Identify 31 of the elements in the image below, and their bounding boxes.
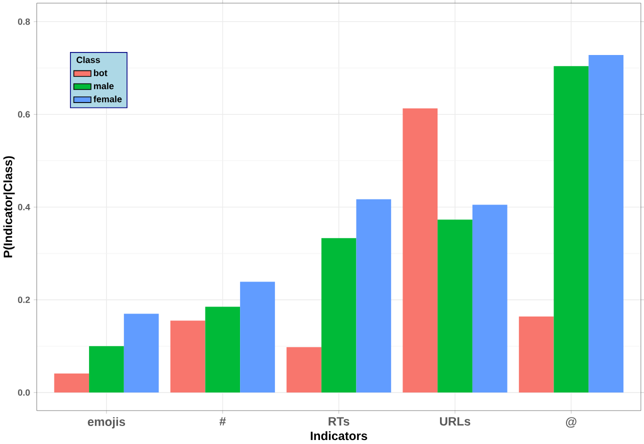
x-tick-label: emojis — [88, 417, 126, 429]
y-tick-label: 0.8 — [18, 18, 30, 26]
bar — [240, 282, 275, 393]
x-tick-label: RTs — [328, 417, 350, 426]
y-tick-label: 0.6 — [18, 111, 30, 118]
bar — [54, 374, 90, 393]
bar — [89, 346, 124, 393]
legend-label: bot — [94, 70, 108, 76]
bar — [518, 316, 554, 393]
x-axis-title: Indicators — [310, 432, 368, 440]
bar — [170, 320, 206, 393]
x-tick-label: @ — [566, 417, 576, 428]
y-tick-label: 0.4 — [18, 204, 30, 211]
bar — [356, 199, 392, 393]
bar — [472, 205, 508, 393]
y-tick-label: 0.2 — [18, 296, 30, 304]
bar — [321, 238, 356, 393]
y-tick-label: 0.0 — [18, 390, 30, 396]
bar — [588, 55, 624, 393]
legend-title: Class — [76, 56, 100, 64]
bar — [438, 220, 472, 393]
bar — [205, 307, 240, 393]
bar — [554, 66, 589, 393]
legend-label: male — [94, 82, 114, 90]
y-axis-title: P(Indicator|Class) — [3, 156, 15, 258]
x-tick-label: # — [220, 417, 226, 426]
bar — [402, 108, 438, 393]
x-tick-label: URLs — [440, 417, 470, 426]
bar — [124, 314, 159, 393]
bar — [286, 347, 322, 393]
legend-label: female — [94, 96, 122, 103]
